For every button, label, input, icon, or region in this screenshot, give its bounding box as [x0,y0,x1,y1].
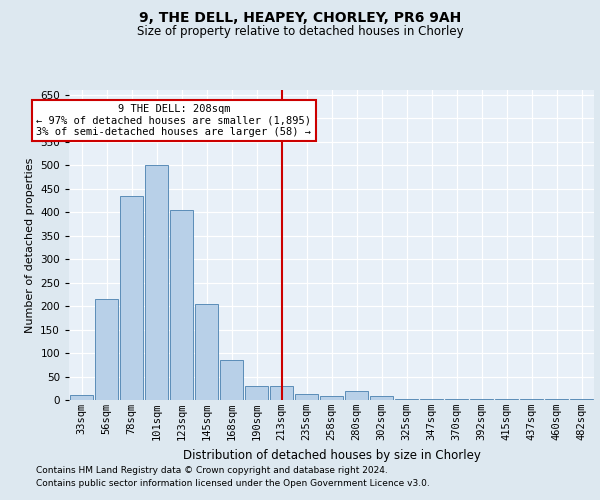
Bar [570,399,593,400]
Bar [470,399,493,400]
Bar [270,386,293,400]
Bar [545,399,568,400]
Text: Contains HM Land Registry data © Crown copyright and database right 2024.: Contains HM Land Registry data © Crown c… [36,466,388,475]
Bar [170,210,193,400]
Text: 9 THE DELL: 208sqm
← 97% of detached houses are smaller (1,895)
3% of semi-detac: 9 THE DELL: 208sqm ← 97% of detached hou… [37,104,311,138]
Y-axis label: Number of detached properties: Number of detached properties [25,158,35,332]
Bar [195,304,218,400]
Bar [445,399,468,400]
Bar [70,396,93,400]
Bar [95,299,118,400]
Bar [145,165,168,400]
Bar [220,360,243,400]
Bar [120,196,143,400]
Bar [520,399,543,400]
Text: Contains public sector information licensed under the Open Government Licence v3: Contains public sector information licen… [36,479,430,488]
Bar [245,386,268,400]
X-axis label: Distribution of detached houses by size in Chorley: Distribution of detached houses by size … [182,448,481,462]
Text: 9, THE DELL, HEAPEY, CHORLEY, PR6 9AH: 9, THE DELL, HEAPEY, CHORLEY, PR6 9AH [139,11,461,25]
Bar [370,396,393,400]
Bar [345,390,368,400]
Bar [320,396,343,400]
Bar [295,394,318,400]
Bar [395,399,418,400]
Bar [495,399,518,400]
Text: Size of property relative to detached houses in Chorley: Size of property relative to detached ho… [137,25,463,38]
Bar [420,399,443,400]
